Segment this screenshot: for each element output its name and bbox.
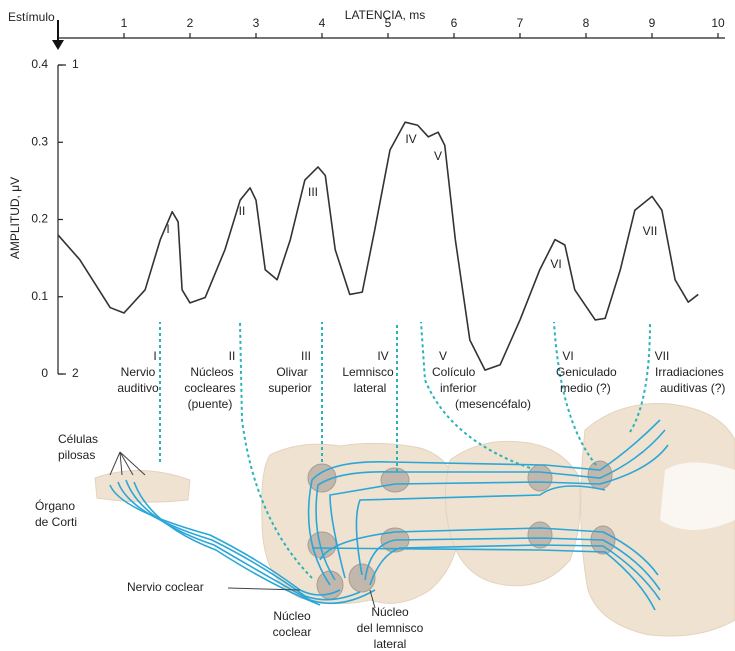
electrode-label: 1 — [72, 57, 79, 71]
station-label: medio (?) — [560, 381, 611, 395]
peak-label: IV — [405, 132, 416, 146]
structure-label: lateral — [374, 637, 407, 651]
structure-label: coclear — [273, 625, 312, 639]
electrode-label: 2 — [72, 366, 79, 380]
station-label: Lemnisco — [342, 365, 394, 379]
structure-label: del lemnisco — [357, 621, 424, 635]
x-tick-label: 8 — [583, 16, 590, 30]
y-tick-label: 0.3 — [31, 134, 48, 148]
station-label: (puente) — [188, 397, 233, 411]
y-tick-label: 0.1 — [31, 289, 48, 303]
station-label: (mesencéfalo) — [455, 397, 531, 411]
x-axis-label: LATENCIA, ms — [345, 8, 425, 22]
structure-label: Órgano — [35, 498, 75, 513]
station-numeral: VII — [655, 349, 670, 363]
x-tick-label: 4 — [319, 16, 326, 30]
station-numeral: VI — [562, 349, 573, 363]
station-label: Irradiaciones — [655, 365, 724, 379]
station-label: Olivar — [276, 365, 307, 379]
peak-label: VI — [550, 257, 561, 271]
y-tick-label: 0 — [41, 366, 48, 380]
x-tick-label: 2 — [187, 16, 194, 30]
peak-label: I — [166, 222, 169, 236]
structure-label: pilosas — [58, 448, 95, 462]
stimulus-label: Estímulo — [8, 10, 55, 24]
peak-label: II — [239, 204, 246, 218]
structure-label: Células — [58, 432, 98, 446]
x-tick-label: 3 — [253, 16, 260, 30]
peak-label: III — [308, 185, 318, 199]
x-tick-label: 10 — [711, 16, 725, 30]
x-tick-label: 7 — [517, 16, 524, 30]
structure-label: Núcleo — [371, 605, 409, 619]
y-axis-label: AMPLITUD, μV — [8, 177, 22, 259]
waveform — [57, 121, 699, 371]
x-tick-label: 9 — [649, 16, 656, 30]
station-label: Geniculado — [556, 365, 617, 379]
x-tick-label: 5 — [385, 16, 392, 30]
y-tick-label: 0.4 — [31, 57, 48, 71]
station-label: Colículo — [432, 365, 476, 379]
station-label: lateral — [354, 381, 387, 395]
station-label: auditivas (?) — [660, 381, 725, 395]
peak-label: V — [434, 149, 442, 163]
station-label: auditivo — [117, 381, 159, 395]
station-label: cocleares — [184, 381, 235, 395]
station-label: inferior — [440, 381, 477, 395]
anatomy — [52, 20, 735, 637]
station-numeral: III — [301, 349, 311, 363]
station-numeral: II — [229, 349, 236, 363]
station-numeral: I — [153, 349, 156, 363]
station-numeral: V — [439, 349, 447, 363]
station-label: Núcleos — [190, 365, 233, 379]
y-tick-label: 0.2 — [31, 212, 48, 226]
station-numeral: IV — [377, 349, 388, 363]
peak-label: VII — [643, 224, 658, 238]
station-label: Nervio — [121, 365, 156, 379]
station-label: superior — [268, 381, 311, 395]
structure-label: Núcleo — [273, 609, 311, 623]
x-tick-label: 6 — [451, 16, 458, 30]
x-tick-label: 1 — [121, 16, 128, 30]
structure-label: de Corti — [35, 515, 77, 529]
structure-label: Nervio coclear — [127, 580, 204, 594]
